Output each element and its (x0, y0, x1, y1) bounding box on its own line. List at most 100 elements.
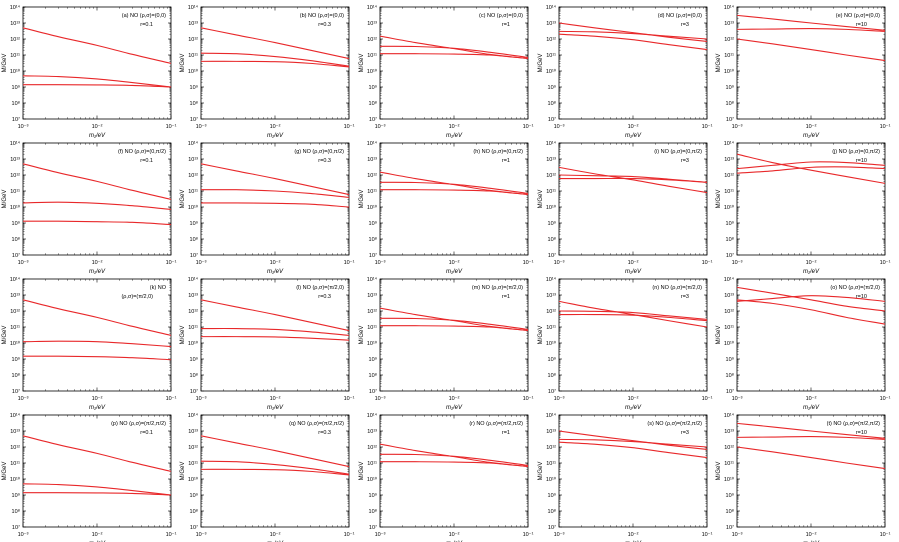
series-curve-1 (736, 286, 886, 312)
y-axis-label: M/GeV (716, 462, 722, 481)
y-tick-label: 10¹⁴ (10, 140, 21, 147)
panel-parameter: r=0.3 (318, 158, 331, 164)
series-curve-1 (200, 163, 350, 196)
series-curve-3 (558, 438, 708, 448)
series-curve-3 (379, 53, 529, 60)
y-tick-label: 10¹⁴ (188, 140, 199, 147)
y-tick-label: 10⁸ (726, 508, 734, 515)
y-tick-label: 10⁸ (548, 100, 556, 107)
x-tick-label: 10⁻³ (732, 124, 743, 130)
y-tick-label: 10¹⁴ (367, 276, 378, 283)
panel-legend: (n) NO (ρ,σ)=(π/2,0) (652, 285, 702, 291)
series-curve-3 (200, 336, 350, 341)
y-tick-label: 10¹⁴ (724, 4, 735, 11)
y-tick-label: 10¹¹ (10, 325, 20, 331)
panel-legend: (q) NO (ρ,σ)=(π/2,π/2) (289, 421, 344, 427)
x-tick-label: 10⁻¹ (344, 396, 355, 402)
y-axis-label: M/GeV (538, 462, 544, 481)
y-tick-label: 10⁹ (548, 492, 556, 499)
panel-legend: (d) NO (ρ,σ)=(0,0) (658, 13, 702, 19)
y-tick-label: 10¹² (10, 173, 20, 179)
x-tick-label: 10⁻³ (196, 396, 207, 402)
panel-k: 10⁷ 10⁸ 10⁹ 10¹⁰ 10¹¹ 10¹² 10¹³ 10¹⁴ 10⁻³ 10⁻² 10⁻… (2, 276, 177, 411)
panel-legend: (i) NO (ρ,σ)=(0,π/2) (654, 149, 702, 155)
panel-parameter: r=10 (856, 430, 867, 436)
panel-m: 10⁷ 10⁸ 10⁹ 10¹⁰ 10¹¹ 10¹² 10¹³ 10¹⁴ 10⁻³ 10⁻² 10⁻… (359, 276, 534, 411)
y-tick-label: 10¹⁰ (724, 204, 735, 211)
y-tick-label: 10⁷ (12, 252, 20, 259)
series-curve-1 (736, 153, 886, 184)
x-axis-label: m₁/eV (446, 269, 463, 275)
x-tick-label: 10⁻³ (375, 532, 386, 538)
y-tick-label: 10¹³ (546, 429, 556, 435)
y-tick-label: 10¹³ (188, 429, 198, 435)
y-tick-label: 10¹⁴ (188, 4, 199, 11)
series-curve-3 (736, 166, 886, 174)
y-tick-label: 10⁹ (190, 220, 198, 227)
panel-r: 10⁷ 10⁸ 10⁹ 10¹⁰ 10¹¹ 10¹² 10¹³ 10¹⁴ 10⁻³ 10⁻² 10⁻… (359, 412, 534, 542)
x-tick-label: 10⁻¹ (166, 124, 177, 130)
y-tick-label: 10¹⁰ (546, 204, 557, 211)
x-tick-label: 10⁻¹ (880, 532, 891, 538)
y-tick-label: 10¹² (724, 173, 734, 179)
y-tick-label: 10¹⁰ (546, 340, 557, 347)
series-curve-3 (379, 461, 529, 468)
panel-legend: (l) NO (ρ,σ)=(π/2,0) (296, 285, 344, 291)
y-tick-label: 10⁸ (12, 100, 20, 107)
series-curve-3 (22, 492, 172, 496)
series-curve-2 (379, 317, 529, 331)
y-tick-label: 10⁸ (369, 100, 377, 107)
y-tick-label: 10⁸ (726, 236, 734, 243)
y-tick-label: 10¹³ (546, 21, 556, 27)
x-tick-label: 10⁻² (270, 260, 281, 266)
y-tick-label: 10⁷ (726, 524, 734, 531)
series-curve-2 (379, 181, 529, 195)
y-tick-label: 10⁷ (12, 116, 20, 123)
y-tick-label: 10⁹ (726, 220, 734, 227)
x-tick-label: 10⁻¹ (166, 260, 177, 266)
panel-b: 10⁷ 10⁸ 10⁹ 10¹⁰ 10¹¹ 10¹² 10¹³ 10¹⁴ 10⁻³ 10⁻² 10⁻… (180, 4, 355, 139)
y-tick-label: 10⁷ (369, 524, 377, 531)
series-curve-3 (558, 30, 708, 40)
x-axis-label: m₁/eV (89, 133, 106, 139)
y-tick-label: 10¹¹ (546, 189, 556, 195)
series-curve-3 (379, 325, 529, 332)
x-tick-label: 10⁻³ (554, 396, 565, 402)
y-tick-label: 10¹⁰ (724, 340, 735, 347)
y-tick-label: 10⁷ (548, 524, 556, 531)
y-axis-label: M/GeV (716, 54, 722, 73)
y-tick-label: 10⁷ (190, 252, 198, 259)
panel-parameter: r=1 (502, 158, 510, 164)
series-curve-2 (22, 483, 172, 496)
y-tick-label: 10¹¹ (367, 189, 377, 195)
panel-legend: (s) NO (ρ,σ)=(π/2,π/2) (647, 421, 702, 427)
y-tick-label: 10⁹ (12, 220, 20, 227)
panel-q: 10⁷ 10⁸ 10⁹ 10¹⁰ 10¹¹ 10¹² 10¹³ 10¹⁴ 10⁻³ 10⁻² 10⁻… (180, 412, 355, 542)
series-curve-2 (200, 52, 350, 67)
y-tick-label: 10¹² (188, 37, 198, 43)
x-tick-label: 10⁻² (92, 396, 103, 402)
y-tick-label: 10¹⁰ (10, 68, 21, 75)
y-tick-label: 10¹³ (367, 21, 377, 27)
panel-legend: (c) NO (ρ,σ)=(0,0) (479, 13, 523, 19)
series-curve-2 (200, 189, 350, 198)
panel-legend: (h) NO (ρ,σ)=(0,π/2) (473, 149, 523, 155)
series-curve-2 (736, 161, 886, 170)
x-tick-label: 10⁻¹ (880, 124, 891, 130)
panel-legend: (f) NO (ρ,σ)=(0,π/2) (118, 149, 166, 155)
y-tick-label: 10¹¹ (188, 53, 198, 59)
y-tick-label: 10¹² (546, 445, 556, 451)
series-curve-1 (736, 14, 886, 31)
series-curve-3 (200, 468, 350, 476)
y-tick-label: 10¹² (188, 445, 198, 451)
x-tick-label: 10⁻² (449, 124, 460, 130)
series-curve-3 (379, 189, 529, 196)
x-tick-label: 10⁻¹ (344, 124, 355, 130)
x-tick-label: 10⁻¹ (523, 260, 534, 266)
y-axis-label: M/GeV (2, 54, 8, 73)
x-axis-label: m₁/eV (625, 269, 642, 275)
series-curve-2 (22, 201, 172, 211)
x-tick-label: 10⁻³ (375, 124, 386, 130)
x-tick-label: 10⁻¹ (344, 532, 355, 538)
y-tick-label: 10⁸ (548, 372, 556, 379)
